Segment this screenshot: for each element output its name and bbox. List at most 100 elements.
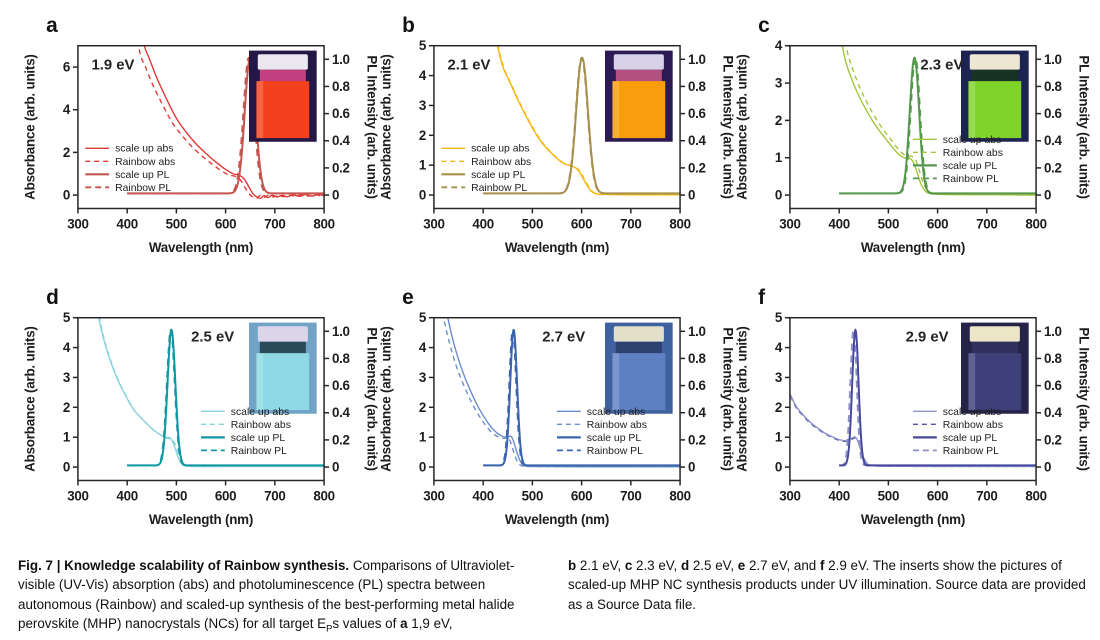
plot-area bbox=[839, 45, 1037, 196]
caption-segment: c bbox=[624, 558, 633, 573]
chart-a: a 0 2 4 6 0 0.2 0.4 0.6 0.8 1.0 300 400 500 600 700 800 A… bbox=[22, 14, 379, 255]
svg-text:4: 4 bbox=[775, 340, 783, 355]
panel-letter: c bbox=[758, 14, 770, 37]
scaleup-pl-curve bbox=[483, 328, 680, 467]
svg-text:3: 3 bbox=[775, 76, 782, 91]
svg-text:800: 800 bbox=[669, 488, 690, 503]
svg-text:scale up PL: scale up PL bbox=[231, 433, 286, 444]
svg-text:800: 800 bbox=[313, 216, 334, 231]
svg-text:700: 700 bbox=[620, 216, 641, 231]
energy-value-label: 2.9 eV bbox=[906, 330, 949, 346]
vial-inset-photo bbox=[960, 322, 1029, 414]
svg-text:0.4: 0.4 bbox=[332, 405, 351, 420]
svg-text:0.6: 0.6 bbox=[1044, 106, 1062, 121]
svg-text:500: 500 bbox=[878, 488, 899, 503]
svg-text:Rainbow abs: Rainbow abs bbox=[943, 420, 1003, 431]
svg-text:2: 2 bbox=[775, 400, 782, 415]
svg-text:scale up abs: scale up abs bbox=[943, 407, 1001, 418]
caption-segment: 1,9 eV, bbox=[407, 616, 453, 632]
scaleup-pl-curve bbox=[839, 56, 1036, 195]
caption-segment: Fig. 7 | Knowledge scalability of Rainbo… bbox=[18, 558, 353, 573]
svg-text:scale up abs: scale up abs bbox=[231, 407, 289, 418]
axes-ticks: 0 1 2 3 4 5 0 0.2 0.4 0.6 0.8 1.0 300 400 500 600 700 800 bbox=[419, 38, 707, 231]
svg-text:5: 5 bbox=[775, 310, 783, 325]
svg-text:0.8: 0.8 bbox=[688, 79, 707, 94]
y-axis-right-label: PL Intensity (arb. units) bbox=[365, 327, 378, 470]
svg-text:1.0: 1.0 bbox=[688, 324, 706, 339]
rainbow-abs-curve bbox=[442, 317, 678, 468]
plot-area bbox=[97, 317, 325, 468]
energy-value-label: 2.3 eV bbox=[920, 58, 963, 74]
plot-area bbox=[789, 328, 1037, 468]
chart-d: d 0 1 2 3 4 5 0 0.2 0.4 0.6 0.8 1.0 300 400 500 600 700 80… bbox=[22, 286, 379, 527]
plot-frame bbox=[433, 316, 681, 482]
svg-text:0.6: 0.6 bbox=[1044, 378, 1062, 393]
svg-text:0.4: 0.4 bbox=[688, 133, 707, 148]
y-axis-right-label: PL Intensity (arb. units) bbox=[721, 55, 734, 198]
x-axis-label: Wavelength (nm) bbox=[149, 512, 253, 527]
svg-text:4: 4 bbox=[63, 340, 71, 355]
svg-text:400: 400 bbox=[472, 488, 493, 503]
plot-frame bbox=[77, 316, 325, 482]
vial-inset-photo bbox=[604, 322, 673, 414]
chart-f: f 0 1 2 3 4 5 0 0.2 0.4 0.6 0.8 1.0 300 400 500 600 700 80… bbox=[734, 286, 1091, 527]
vial-inset-photo bbox=[960, 50, 1029, 142]
svg-text:0.2: 0.2 bbox=[332, 160, 350, 175]
plot-frame bbox=[77, 44, 325, 210]
svg-text:Rainbow PL: Rainbow PL bbox=[943, 174, 999, 185]
y-axis-left-label: Absorbance (arb. units) bbox=[734, 54, 749, 200]
svg-text:2: 2 bbox=[63, 400, 70, 415]
svg-text:scale up PL: scale up PL bbox=[471, 170, 526, 181]
svg-text:0.4: 0.4 bbox=[1044, 405, 1063, 420]
svg-text:1: 1 bbox=[775, 430, 783, 445]
caption-segment: f bbox=[819, 558, 825, 573]
svg-text:0: 0 bbox=[63, 460, 70, 475]
plot-area bbox=[442, 317, 681, 468]
scaleup-pl-curve bbox=[127, 56, 324, 195]
svg-text:0: 0 bbox=[688, 460, 695, 475]
svg-text:Rainbow PL: Rainbow PL bbox=[943, 446, 999, 457]
svg-text:700: 700 bbox=[264, 488, 285, 503]
axes-ticks: 0 1 2 3 4 5 0 0.2 0.4 0.6 0.8 1.0 300 400 500 600 700 800 bbox=[63, 310, 351, 503]
svg-text:500: 500 bbox=[166, 216, 187, 231]
svg-text:Rainbow abs: Rainbow abs bbox=[115, 157, 175, 168]
svg-text:0.4: 0.4 bbox=[332, 133, 351, 148]
energy-value-label: 2.5 eV bbox=[191, 330, 234, 346]
svg-text:0.8: 0.8 bbox=[332, 79, 351, 94]
svg-text:1.0: 1.0 bbox=[1044, 324, 1062, 339]
svg-text:300: 300 bbox=[423, 216, 444, 231]
svg-text:Rainbow abs: Rainbow abs bbox=[943, 148, 1003, 159]
svg-text:1: 1 bbox=[63, 430, 71, 445]
svg-text:Rainbow PL: Rainbow PL bbox=[231, 446, 287, 457]
svg-text:5: 5 bbox=[63, 310, 71, 325]
caption-column-right: b 2.1 eV, c 2.3 eV, d 2.5 eV, e 2.7 eV, … bbox=[568, 556, 1088, 637]
energy-value-label: 2.7 eV bbox=[542, 330, 585, 346]
svg-text:0.4: 0.4 bbox=[688, 405, 707, 420]
svg-text:0.8: 0.8 bbox=[1044, 351, 1063, 366]
chart-c: c 0 1 2 3 4 0 0.2 0.4 0.6 0.8 1.0 300 400 500 600 700 800… bbox=[734, 14, 1091, 255]
svg-text:3: 3 bbox=[63, 370, 70, 385]
plot-area bbox=[127, 45, 325, 199]
svg-text:Rainbow PL: Rainbow PL bbox=[115, 183, 171, 194]
svg-text:1: 1 bbox=[775, 150, 783, 165]
svg-text:300: 300 bbox=[779, 216, 800, 231]
svg-text:800: 800 bbox=[1025, 216, 1046, 231]
y-axis-right-label: PL Intensity (arb. units) bbox=[1077, 327, 1090, 470]
svg-text:600: 600 bbox=[215, 488, 236, 503]
panel-b: b 0 1 2 3 4 5 0 0.2 0.4 0.6 0.8 1.0 300 400 500 600 700 80… bbox=[378, 8, 735, 272]
plot-frame bbox=[789, 316, 1037, 482]
panel-a: a 0 2 4 6 0 0.2 0.4 0.6 0.8 1.0 300 400 500 600 700 800 A… bbox=[22, 8, 379, 272]
x-axis-label: Wavelength (nm) bbox=[861, 512, 965, 527]
panel-letter: b bbox=[402, 14, 415, 37]
svg-text:1.0: 1.0 bbox=[1044, 52, 1062, 67]
svg-text:1.0: 1.0 bbox=[332, 52, 350, 67]
scaleup-abs-curve bbox=[841, 45, 1037, 196]
svg-text:800: 800 bbox=[669, 216, 690, 231]
svg-text:0.2: 0.2 bbox=[688, 160, 706, 175]
svg-text:5: 5 bbox=[419, 38, 427, 53]
svg-text:400: 400 bbox=[828, 488, 849, 503]
svg-text:600: 600 bbox=[927, 488, 948, 503]
svg-text:4: 4 bbox=[775, 38, 783, 53]
svg-text:3: 3 bbox=[419, 98, 426, 113]
caption-segment: P bbox=[326, 623, 333, 634]
